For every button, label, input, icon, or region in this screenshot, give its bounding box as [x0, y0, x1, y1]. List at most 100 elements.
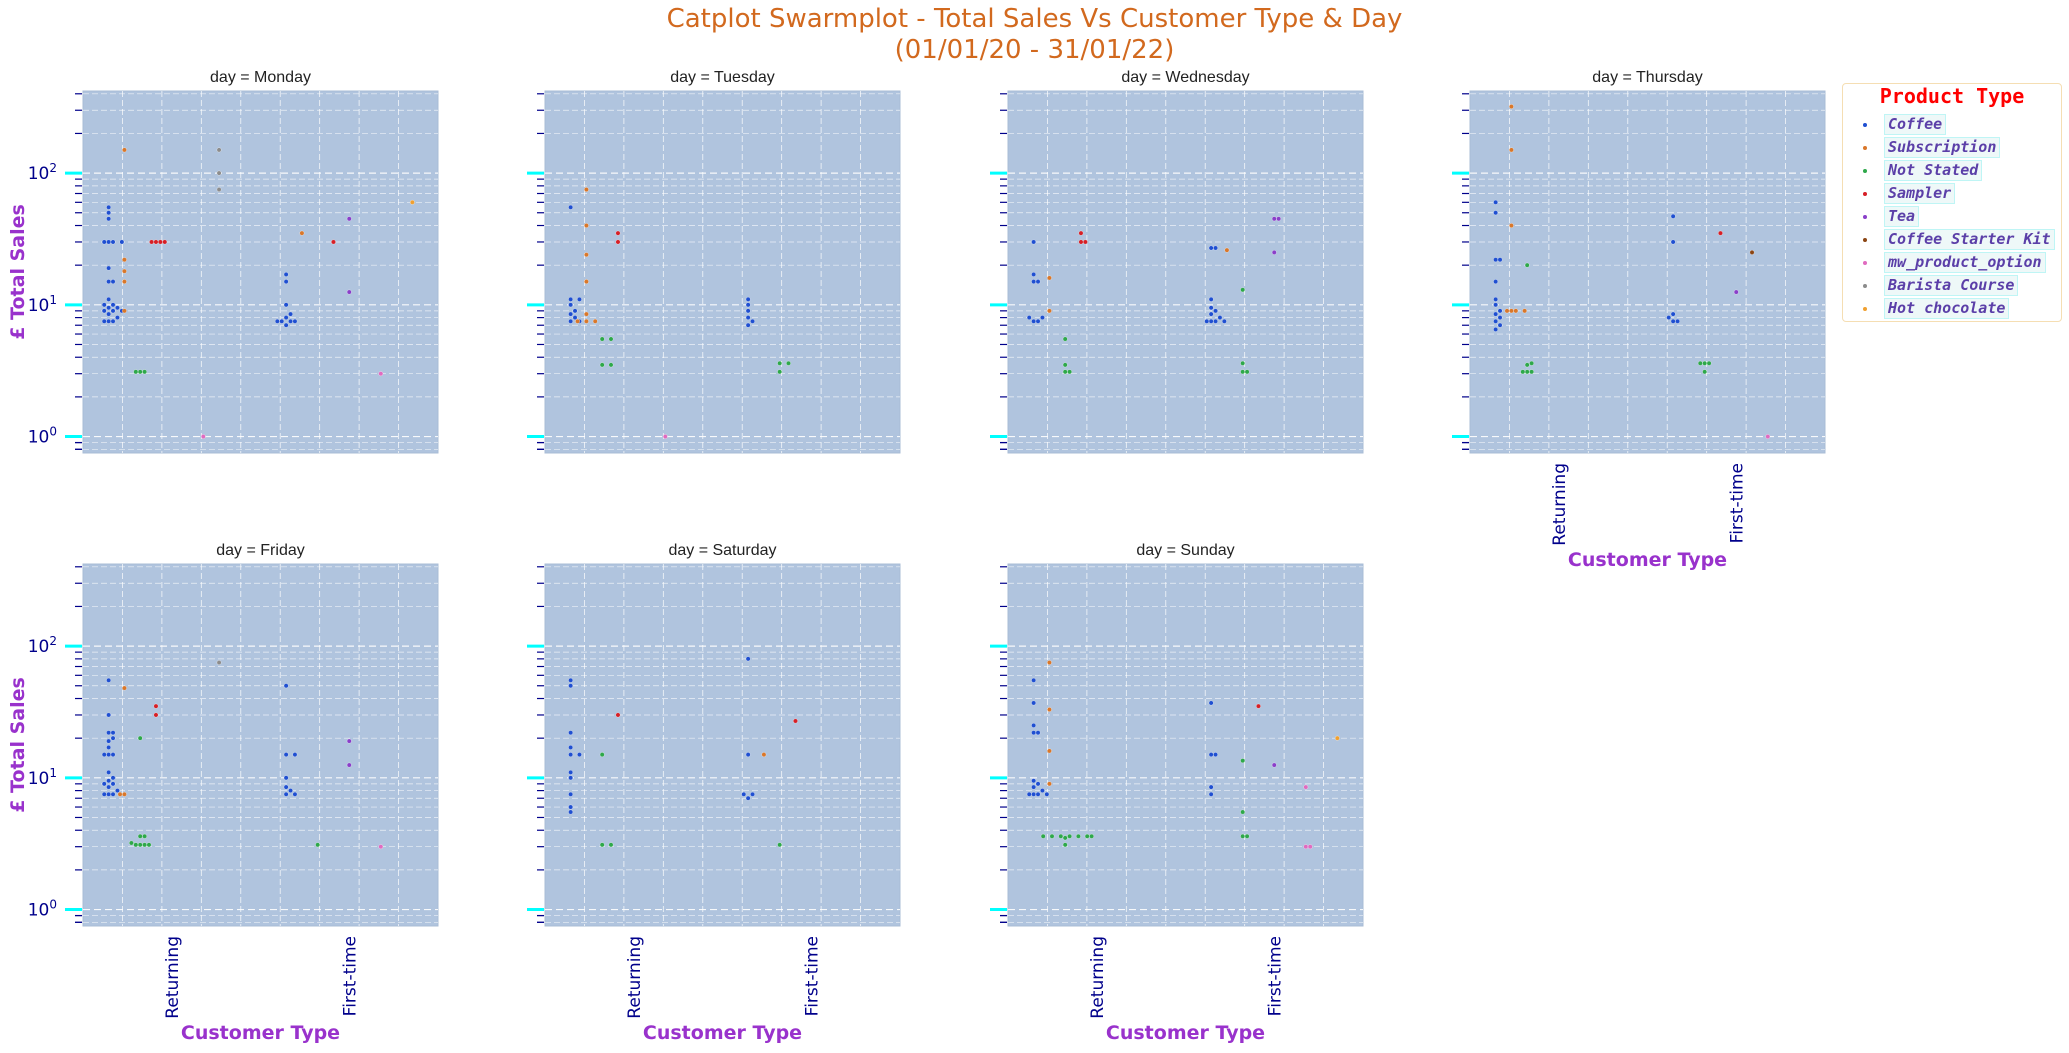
data-point — [599, 752, 605, 757]
data-point — [608, 842, 614, 848]
x-tick-label: First-time — [1265, 936, 1285, 1016]
data-point — [1497, 257, 1503, 263]
data-point — [1031, 318, 1036, 324]
facet-title: day = Thursday — [1592, 69, 1702, 86]
data-point — [568, 775, 573, 781]
facet-title: day = Sunday — [1136, 542, 1234, 559]
data-point — [346, 762, 352, 768]
data-point — [1524, 369, 1530, 375]
data-point — [1208, 318, 1214, 324]
data-point — [1520, 369, 1526, 375]
data-point — [1089, 833, 1094, 839]
data-point — [1067, 369, 1072, 375]
facet-panel-saturday: day = Saturday Returning First-timeCustome… — [527, 542, 901, 1044]
legend-label: Barista Course — [1884, 275, 2019, 296]
figure-subtitle: (01/01/20 - 31/01/22) — [894, 35, 1175, 65]
data-point — [1509, 223, 1514, 228]
data-point — [1670, 213, 1676, 219]
legend-label: Sampler — [1884, 183, 1956, 204]
data-point — [288, 311, 293, 317]
data-point — [568, 204, 573, 210]
legend-label: Tea — [1884, 206, 1920, 227]
data-point — [216, 147, 222, 153]
data-point — [1749, 250, 1755, 255]
data-point — [584, 311, 589, 317]
data-point — [1493, 279, 1498, 284]
data-point — [115, 315, 120, 320]
y-tick-label: 102 — [28, 634, 57, 657]
legend-marker — [1863, 238, 1867, 242]
data-point — [346, 289, 352, 295]
data-point — [283, 315, 289, 320]
y-tick-label: 100 — [28, 898, 57, 921]
data-point — [1221, 318, 1227, 324]
data-point — [106, 730, 111, 736]
data-point — [1497, 315, 1503, 320]
legend-marker — [1863, 261, 1867, 265]
data-point — [122, 257, 127, 263]
data-point — [106, 297, 111, 302]
axes-background — [1007, 563, 1364, 927]
data-point — [1240, 758, 1246, 764]
data-point — [1213, 308, 1218, 314]
data-point — [1083, 239, 1088, 245]
data-point — [568, 683, 573, 689]
legend-label: mw_product_option — [1884, 252, 2046, 273]
data-point — [378, 844, 384, 850]
data-point — [745, 315, 751, 320]
data-point — [599, 842, 605, 848]
data-point — [568, 318, 573, 324]
data-point — [1026, 315, 1032, 320]
data-point — [106, 752, 111, 757]
facet-title: day = Wednesday — [1121, 69, 1249, 86]
axes-background — [1469, 90, 1826, 454]
data-point — [1062, 835, 1068, 841]
data-point — [1244, 369, 1250, 375]
data-point — [110, 302, 116, 308]
data-point — [101, 791, 107, 797]
data-point — [216, 660, 222, 665]
data-point — [568, 804, 573, 810]
data-point — [1509, 147, 1514, 153]
data-point — [777, 842, 783, 848]
data-point — [1702, 369, 1708, 375]
data-point — [101, 752, 107, 757]
data-point — [745, 752, 751, 757]
data-point — [568, 752, 573, 757]
legend-marker — [1863, 284, 1867, 288]
y-tick-label: 102 — [28, 161, 57, 184]
data-point — [288, 318, 293, 324]
data-point — [1084, 833, 1090, 839]
legend-item: Not Stated — [1843, 160, 2061, 182]
data-point — [1765, 434, 1771, 439]
data-point — [1224, 247, 1230, 253]
legend-marker — [1863, 169, 1867, 173]
data-point — [122, 268, 127, 274]
legend-item: Coffee — [1843, 114, 2061, 136]
data-point — [115, 305, 120, 311]
data-point — [1504, 308, 1510, 314]
x-tick-label: Returning — [163, 936, 183, 1019]
axes-background — [544, 90, 901, 454]
data-point — [1047, 660, 1052, 665]
data-point — [142, 842, 147, 848]
data-point — [568, 302, 573, 308]
legend-label: Coffee Starter Kit — [1884, 229, 2055, 250]
data-point — [299, 230, 305, 236]
data-point — [1513, 308, 1519, 314]
data-point — [572, 315, 578, 320]
data-point — [1529, 369, 1534, 375]
data-point — [1240, 369, 1246, 375]
data-point — [283, 302, 289, 308]
data-point — [106, 318, 111, 324]
data-point — [1240, 360, 1246, 366]
data-point — [133, 369, 139, 375]
data-point — [584, 279, 589, 284]
data-point — [315, 842, 321, 848]
x-tick-label: First-time — [340, 936, 360, 1016]
data-point — [1035, 791, 1041, 797]
data-point — [283, 775, 289, 781]
data-point — [608, 362, 614, 368]
data-point — [1208, 700, 1214, 706]
